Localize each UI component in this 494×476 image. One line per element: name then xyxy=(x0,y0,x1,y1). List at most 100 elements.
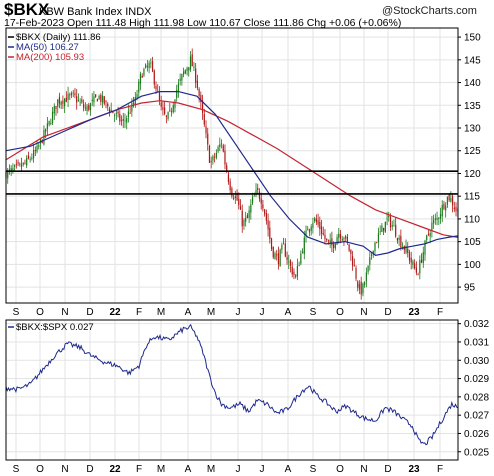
candle-body xyxy=(45,129,47,132)
candle-body xyxy=(295,275,297,278)
candle-body xyxy=(167,111,169,119)
price-x-tick-label: S xyxy=(13,307,20,318)
ratio-x-tick-label: 22 xyxy=(109,464,121,475)
candle-body xyxy=(258,191,261,199)
ratio-x-tick-label: 23 xyxy=(408,464,420,475)
candle-body xyxy=(100,94,102,102)
candle-body xyxy=(20,164,23,167)
candle-body xyxy=(48,120,50,125)
candle-body xyxy=(236,194,238,201)
candle-body xyxy=(303,237,305,255)
candle-body xyxy=(408,252,411,261)
candle-body xyxy=(329,240,331,244)
ratio-x-tick-label: S xyxy=(13,464,20,475)
candle-body xyxy=(164,107,166,114)
candle-body xyxy=(176,90,178,99)
candle-body xyxy=(322,233,324,235)
candle-body xyxy=(419,260,421,274)
candle-body xyxy=(208,145,211,163)
candle-body xyxy=(429,233,431,237)
candle-body xyxy=(436,218,438,220)
candle-body xyxy=(136,94,138,99)
ratio-x-tick-label: S xyxy=(310,464,317,475)
candle-body xyxy=(188,67,190,71)
candle-body xyxy=(203,113,205,125)
ratio-x-tick-label: O xyxy=(336,464,344,475)
price-y-tick-label: 95 xyxy=(464,283,476,294)
ratio-x-tick-label: J xyxy=(260,464,265,475)
candle-body xyxy=(431,222,433,232)
candle-body xyxy=(246,215,248,219)
candle-body xyxy=(319,222,321,230)
candle-body xyxy=(243,219,245,227)
price-y-tick-label: 140 xyxy=(464,78,481,89)
candle-body xyxy=(245,217,247,222)
candle-body xyxy=(331,238,333,246)
candle-body xyxy=(177,83,180,91)
price-x-tick-label: F xyxy=(437,307,443,318)
candle-body xyxy=(355,268,357,279)
ratio-y-tick-label: 0.026 xyxy=(464,429,489,440)
candle-body xyxy=(117,111,119,114)
candle-body xyxy=(393,225,395,227)
candle-body xyxy=(198,89,200,97)
candle-body xyxy=(74,93,76,96)
candle-body xyxy=(131,102,133,112)
candle-body xyxy=(293,271,295,276)
candle-body xyxy=(298,265,300,267)
candle-body xyxy=(62,100,64,104)
ratio-y-tick-label: 0.031 xyxy=(464,337,489,348)
candle-body xyxy=(251,196,254,204)
candle-body xyxy=(27,155,30,159)
candle-body xyxy=(143,68,145,76)
candle-body xyxy=(455,206,457,212)
candle-body xyxy=(70,92,73,96)
candle-body xyxy=(267,220,269,230)
ratio-frame xyxy=(5,319,459,461)
candle-body xyxy=(95,94,97,97)
candle-body xyxy=(19,163,21,165)
candle-body xyxy=(405,246,407,253)
candle-body xyxy=(424,240,426,255)
candle-body xyxy=(22,162,24,165)
candle-body xyxy=(274,253,276,259)
candle-body xyxy=(289,260,292,266)
candle-body xyxy=(320,226,323,234)
price-y-tick-label: 110 xyxy=(464,214,480,225)
candle-body xyxy=(276,254,278,256)
candle-body xyxy=(196,80,198,88)
candle-body xyxy=(305,230,307,237)
legend-price: $BKX (Daily) 111.86 xyxy=(16,32,101,43)
candle-body xyxy=(376,242,378,244)
candle-body xyxy=(300,253,302,264)
candle-body xyxy=(82,104,85,108)
candle-body xyxy=(357,281,359,288)
candle-body xyxy=(108,108,111,112)
candle-body xyxy=(383,227,385,231)
candle-body xyxy=(8,169,11,171)
candle-body xyxy=(324,234,326,240)
candle-body xyxy=(283,243,285,245)
candle-body xyxy=(351,256,354,266)
candle-body xyxy=(288,261,290,263)
candle-body xyxy=(326,238,328,241)
candle-body xyxy=(224,150,226,165)
candle-body xyxy=(12,168,14,171)
candle-body xyxy=(374,242,376,252)
candle-body xyxy=(72,92,74,94)
candle-body xyxy=(120,120,123,122)
candle-body xyxy=(24,162,26,164)
ratio-y-tick-label: 0.032 xyxy=(464,319,489,330)
candle-body xyxy=(314,218,316,221)
candle-body xyxy=(279,249,281,267)
candle-body xyxy=(377,233,380,243)
ratio-x-tick-label: M xyxy=(157,464,165,475)
chart-name: KBW Bank Index INDX xyxy=(39,6,152,18)
price-y-tick-label: 135 xyxy=(464,101,481,112)
ratio-x-tick-label: F xyxy=(437,464,443,475)
candle-body xyxy=(453,207,455,210)
candle-body xyxy=(327,239,330,241)
candle-body xyxy=(126,118,128,123)
candle-body xyxy=(415,267,417,273)
candle-body xyxy=(438,218,440,219)
